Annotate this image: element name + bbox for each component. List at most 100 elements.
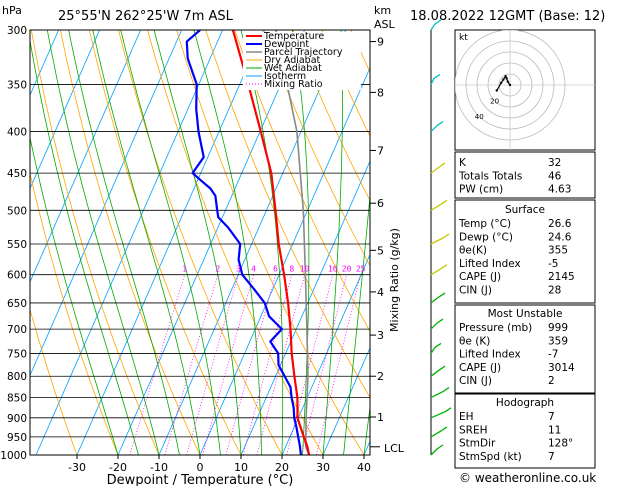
height-tick-label: 8 <box>377 86 384 99</box>
surface-label: CAPE (J) <box>459 271 501 283</box>
pressure-tick-label: 900 <box>7 413 27 425</box>
dry-adiabat-line <box>234 30 370 333</box>
pressure-tick-label: 1000 <box>0 450 27 462</box>
surface-value: 24.6 <box>548 231 572 243</box>
temperature-line <box>231 30 311 455</box>
height-tick-label: 2 <box>377 370 384 383</box>
wind-barb <box>430 264 448 276</box>
hodograph-point <box>500 81 503 85</box>
pressure-tick-label: 550 <box>7 239 27 251</box>
most-unstable-label: CIN (J) <box>459 375 492 387</box>
pressure-tick-label: 850 <box>7 393 27 405</box>
height-tick-label: 3 <box>377 329 384 342</box>
legend-dewpoint: Dewpoint <box>264 39 309 50</box>
pressure-tick-label: 350 <box>7 79 27 91</box>
dry-adiabat-line <box>292 30 370 202</box>
most-unstable-value: 2 <box>548 375 555 387</box>
wind-barb <box>430 162 446 174</box>
pressure-unit-label: hPa <box>2 4 22 17</box>
wind-barb <box>430 19 442 31</box>
wind-barb <box>430 365 446 377</box>
index-label: K <box>459 157 467 169</box>
x-tick-label: -10 <box>150 461 168 474</box>
most-unstable-label: CAPE (J) <box>459 362 501 374</box>
hodograph-index-value: 7 <box>548 411 555 423</box>
height-unit-asl: ASL <box>374 18 396 31</box>
mixing-ratio-label: 4 <box>251 265 256 274</box>
wind-barb <box>430 318 444 330</box>
hodograph-index-value: 7 <box>548 451 555 463</box>
surface-label: Temp (°C) <box>458 218 511 230</box>
footer-credit: © weatheronline.co.uk <box>459 471 596 485</box>
most-unstable-value: 999 <box>548 322 568 334</box>
temperature-axis: -30 -20 -10 0 10 20 30 40 <box>68 455 371 474</box>
most-unstable-label: θe (K) <box>459 335 490 347</box>
datetime-title: 18.08.2022 12GMT (Base: 12) <box>410 9 605 24</box>
hodograph-panel: kt 20 40 <box>454 29 596 151</box>
most-unstable-label: Lifted Index <box>459 349 521 361</box>
height-tick-label: 4 <box>377 286 384 299</box>
pressure-tick-label: 400 <box>7 127 27 139</box>
surface-value: 28 <box>548 285 561 297</box>
section-title: Hodograph <box>496 397 554 409</box>
height-tick-label: 5 <box>377 244 384 257</box>
legend-parcel: Parcel Trajectory <box>264 47 343 58</box>
most-unstable-box <box>454 304 596 394</box>
hodograph-index-value: 11 <box>548 424 561 436</box>
legend-isotherm: Isotherm <box>264 71 306 82</box>
isobar-lines <box>30 29 370 456</box>
hodograph-point <box>505 77 508 80</box>
isotherm-line <box>117 30 305 455</box>
isotherm-line <box>76 30 264 455</box>
hodograph-point <box>502 78 505 81</box>
x-tick-label: 0 <box>197 461 204 474</box>
indices-top-box <box>454 151 596 199</box>
mixing-ratio-label: 16 <box>328 265 338 274</box>
pressure-axis: 300 350 400 450 500 550 600 650 700 750 800 850 900 9… <box>0 25 27 462</box>
wet-adiabat-line <box>30 38 139 455</box>
isotherm-line <box>30 30 182 377</box>
mixing-ratio-label: 2 <box>215 265 220 274</box>
wind-barb <box>430 387 450 399</box>
wet-adiabat-line <box>292 30 310 455</box>
pressure-tick-label: 950 <box>7 432 27 444</box>
height-unit-km: km <box>374 4 391 17</box>
mixing-ratio-label: 1 <box>182 265 187 274</box>
wind-barb <box>430 426 448 438</box>
pressure-tick-label: 450 <box>7 168 27 180</box>
mixing-ratio-labels: 1 2 3 4 6 8 10 16 20 25 <box>182 265 365 274</box>
pressure-tick-label: 500 <box>7 205 27 217</box>
location-title: 25°55'N 262°25'W 7m ASL <box>58 9 234 24</box>
height-tick-label: 6 <box>377 197 384 210</box>
legend-wet-adiabat: Wet Adiabat <box>264 63 322 74</box>
hodograph-unit: kt <box>459 33 468 43</box>
wind-profile <box>430 19 452 456</box>
most-unstable-value: -7 <box>548 349 558 361</box>
mixing-ratio-label: 20 <box>342 265 352 274</box>
legend-temperature: Temperature <box>263 31 324 42</box>
hodograph-index-value: 128° <box>548 438 573 450</box>
isotherm-line <box>322 346 370 455</box>
lcl-label: LCL <box>384 442 405 455</box>
dry-adiabat-line <box>30 307 78 455</box>
mixing-ratio-label: 6 <box>273 265 278 274</box>
index-value: 46 <box>548 170 562 182</box>
dry-adiabat-line <box>30 30 160 455</box>
hodograph-index-label: SREH <box>459 424 488 436</box>
pressure-tick-label: 300 <box>7 25 27 37</box>
x-tick-label: 10 <box>234 461 248 474</box>
wind-barb <box>430 444 444 456</box>
index-value: 32 <box>548 157 561 169</box>
most-unstable-value: 359 <box>548 335 568 347</box>
surface-label: Lifted Index <box>459 258 521 270</box>
height-tick-label: 9 <box>377 36 384 49</box>
isotherm-line <box>240 160 370 455</box>
isotherm-line <box>35 30 223 455</box>
wind-barb <box>430 199 448 211</box>
hodograph-index-label: EH <box>459 411 474 423</box>
section-title: Most Unstable <box>488 308 563 320</box>
hodograph-index-label: StmDir <box>459 438 496 450</box>
isotherm-line <box>199 66 370 455</box>
pressure-tick-label: 750 <box>7 348 27 360</box>
